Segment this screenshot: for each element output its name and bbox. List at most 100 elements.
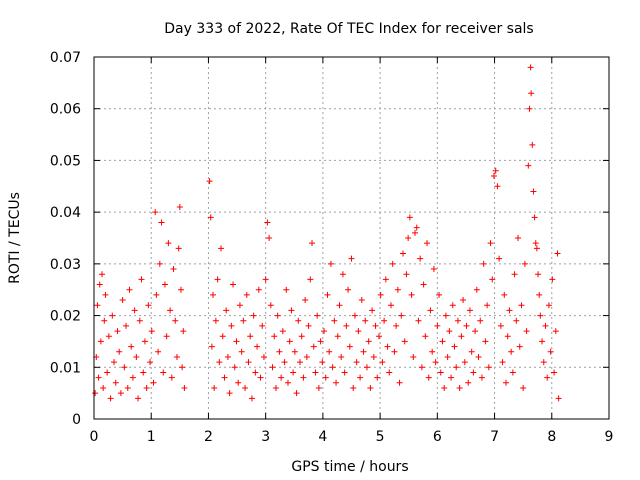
data-point [150, 379, 157, 386]
data-point [515, 235, 522, 241]
data-point [117, 390, 124, 397]
data-point [269, 364, 276, 371]
data-point [369, 307, 376, 314]
data-point [520, 384, 527, 391]
data-point [456, 384, 463, 391]
data-point [461, 359, 468, 366]
data-point [218, 245, 225, 252]
data-point [155, 348, 162, 355]
data-point [475, 353, 482, 360]
data-point [465, 379, 472, 386]
data-point [138, 276, 145, 283]
data-point [153, 291, 160, 298]
data-point [513, 317, 520, 324]
y-tick-labels: 0 0.01 0.02 0.03 0.04 0.05 0.06 0.07 [50, 50, 81, 428]
data-point [346, 343, 353, 350]
data-point [295, 317, 302, 324]
data-point [339, 271, 346, 278]
data-point [245, 359, 252, 366]
data-point [207, 214, 214, 221]
data-point [135, 395, 142, 402]
data-point [489, 276, 496, 283]
data-point [240, 317, 247, 324]
data-point [358, 297, 365, 304]
data-point [119, 297, 126, 304]
data-point [542, 322, 549, 329]
data-point [527, 64, 534, 71]
data-point [394, 286, 401, 293]
y-tick-label: 0.04 [50, 205, 81, 221]
data-point [160, 369, 167, 376]
data-point [140, 369, 147, 376]
data-point [449, 302, 456, 309]
data-point [472, 328, 479, 335]
data-point [331, 317, 338, 324]
data-point [375, 333, 382, 340]
data-point [434, 322, 441, 329]
data-point [526, 105, 533, 112]
data-point [288, 307, 295, 314]
data-point [338, 353, 345, 360]
data-point [99, 271, 106, 278]
data-point [403, 271, 410, 278]
data-points [92, 64, 562, 402]
data-point [547, 348, 554, 355]
data-point [210, 291, 217, 298]
data-point [221, 374, 228, 381]
x-tick-label: 3 [261, 429, 270, 445]
data-point [341, 369, 348, 376]
data-point [272, 384, 279, 391]
data-point [173, 353, 180, 360]
data-point [497, 322, 504, 329]
data-point [286, 338, 293, 345]
data-point [441, 384, 448, 391]
data-point [436, 291, 443, 298]
data-point [223, 307, 230, 314]
data-point [499, 359, 506, 366]
data-point [372, 322, 379, 329]
data-point [255, 286, 262, 293]
x-tick-label: 9 [605, 429, 614, 445]
data-point [377, 291, 384, 298]
data-point [101, 317, 108, 324]
data-point [511, 271, 518, 278]
data-point [214, 276, 221, 283]
data-point [310, 343, 317, 350]
data-point [148, 328, 155, 335]
data-point [333, 379, 340, 386]
data-point [370, 353, 377, 360]
data-point [109, 312, 116, 319]
data-point [444, 353, 451, 360]
data-point [248, 395, 255, 402]
data-point [484, 302, 491, 309]
data-point [528, 90, 535, 97]
data-point [492, 167, 499, 174]
data-point [343, 322, 350, 329]
data-point [176, 203, 183, 210]
data-point [172, 317, 179, 324]
data-point [537, 312, 544, 319]
y-axis-label: ROTI / TECUs [7, 192, 23, 284]
data-point [468, 348, 475, 355]
data-point [405, 235, 412, 241]
data-point [544, 374, 551, 381]
data-point [102, 291, 109, 298]
data-point [136, 317, 143, 324]
x-tick-label: 4 [318, 429, 327, 445]
data-point [496, 255, 503, 262]
data-point [247, 333, 254, 340]
data-point [539, 338, 546, 345]
data-point [460, 297, 467, 304]
data-point [518, 302, 525, 309]
y-tick-label: 0.03 [50, 257, 81, 273]
data-point [446, 328, 453, 335]
y-tick-label: 0.06 [50, 102, 81, 118]
data-point [391, 348, 398, 355]
data-point [250, 312, 257, 319]
data-point [439, 338, 446, 345]
data-point [478, 374, 485, 381]
plot-frame [93, 56, 610, 420]
data-point [389, 260, 396, 267]
data-point [386, 369, 393, 376]
x-tick-label: 6 [433, 429, 442, 445]
